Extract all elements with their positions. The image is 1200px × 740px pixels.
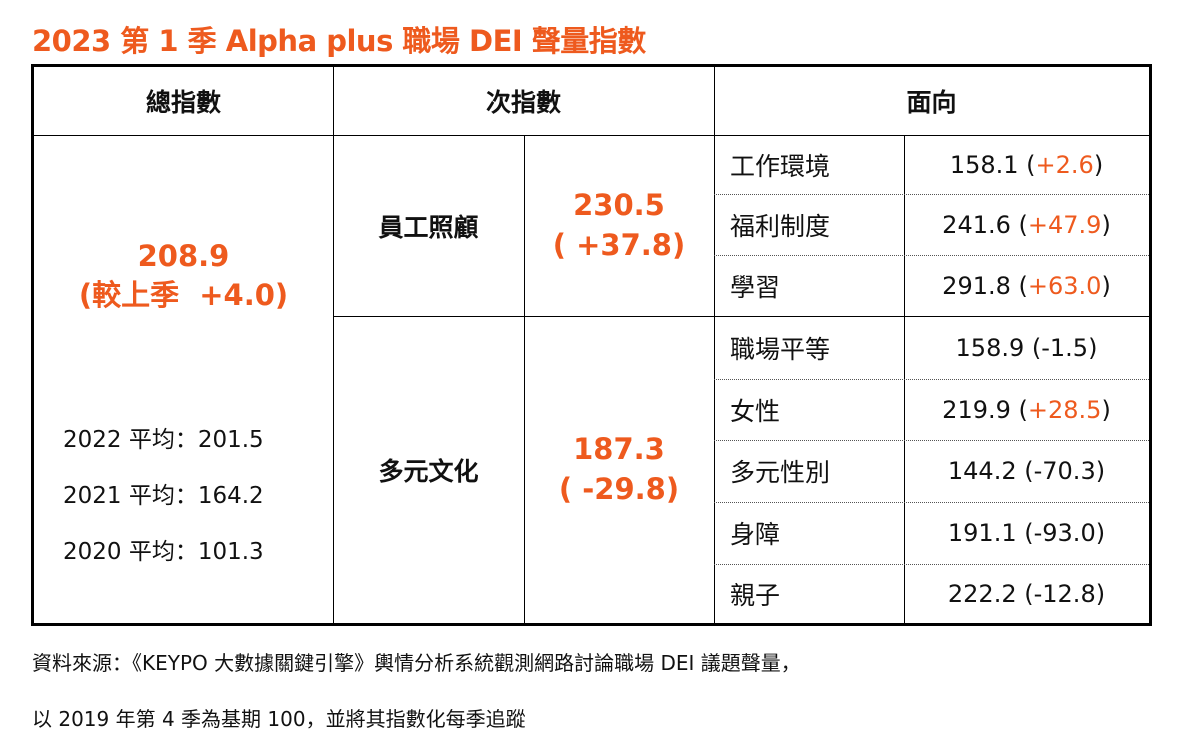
average-2022: 2022 平均：201.5 <box>63 427 264 453</box>
footer-source: 資料來源：《KEYPO 大數據關鍵引擎》輿情分析系統觀測網路討論職場 DEI 議… <box>32 651 801 675</box>
group-score-diversity: 187.3 ( -29.8) <box>524 316 714 623</box>
aspect-name: 職場平等 <box>730 334 831 364</box>
aspect-name: 學習 <box>730 272 781 302</box>
total-index-value: 208.9 <box>137 239 230 273</box>
aspect-change: +28.5 <box>1027 395 1102 424</box>
total-index-cell: 208.9 (較上季 +4.0) <box>34 237 333 315</box>
aspect-score: 219.9 (+28.5) <box>942 395 1111 424</box>
group-value: 187.3 <box>573 432 665 467</box>
header-aspect: 面向 <box>906 88 957 117</box>
aspect-change: +63.0 <box>1027 271 1102 300</box>
group-name-diversity: 多元文化 <box>378 456 479 486</box>
aspect-change: -70.3 <box>1033 457 1096 485</box>
aspect-name: 多元性別 <box>730 458 831 487</box>
aspect-score: 144.2 (-70.3) <box>947 457 1106 485</box>
aspect-score: 191.1 (-93.0) <box>947 519 1106 547</box>
aspect-value: 291.8 <box>942 271 1011 300</box>
aspect-value: 219.9 <box>942 395 1011 424</box>
aspect-change: -93.0 <box>1033 519 1096 547</box>
yearly-averages: 2022 平均：201.5 2021 平均：164.2 2020 平均：101.… <box>63 412 264 580</box>
aspect-score: 241.6 (+47.9) <box>942 210 1111 239</box>
aspect-score: 158.9 (-1.5) <box>955 333 1098 362</box>
aspect-name: 福利制度 <box>730 211 831 241</box>
total-index-change: (較上季 +4.0) <box>78 278 289 313</box>
group-change: ( -29.8) <box>558 471 680 506</box>
footer-baseline: 以 2019 年第 4 季為基期 100，並將其指數化每季追蹤 <box>32 707 526 731</box>
dei-index-table: 總指數 次指數 面向 208.9 (較上季 +4.0) 2022 平均：201.… <box>31 64 1152 626</box>
group-value: 230.5 <box>573 188 665 223</box>
aspect-score: 291.8 (+63.0) <box>942 271 1111 300</box>
header-sub-index: 次指數 <box>485 88 561 117</box>
aspect-name: 女性 <box>730 396 781 426</box>
group-score-employee-care: 230.5 ( +37.8) <box>524 135 714 316</box>
aspect-value: 222.2 <box>947 579 1017 608</box>
aspect-value: 158.1 <box>949 150 1019 179</box>
aspect-change: -12.8 <box>1033 579 1096 608</box>
average-2021: 2021 平均：164.2 <box>63 483 264 509</box>
page-title: 2023 第 1 季 Alpha plus 職場 DEI 聲量指數 <box>32 24 646 58</box>
header-total-index: 總指數 <box>145 88 221 117</box>
group-name-employee-care: 員工照顧 <box>378 212 479 242</box>
aspect-value: 241.6 <box>942 210 1011 239</box>
aspect-change: -1.5 <box>1041 333 1089 362</box>
group-change: ( +37.8) <box>552 227 686 262</box>
aspect-name: 身障 <box>730 520 781 549</box>
aspect-value: 191.1 <box>947 519 1017 547</box>
aspect-value: 144.2 <box>947 457 1017 485</box>
aspect-score: 222.2 (-12.8) <box>947 579 1106 608</box>
aspect-change: +47.9 <box>1027 210 1102 239</box>
aspect-value: 158.9 <box>955 333 1025 362</box>
aspect-score: 158.1 (+2.6) <box>949 150 1104 179</box>
aspect-name: 工作環境 <box>730 151 831 181</box>
aspect-name: 親子 <box>730 580 781 610</box>
average-2020: 2020 平均：101.3 <box>63 539 264 565</box>
aspect-change: +2.6 <box>1035 150 1094 179</box>
